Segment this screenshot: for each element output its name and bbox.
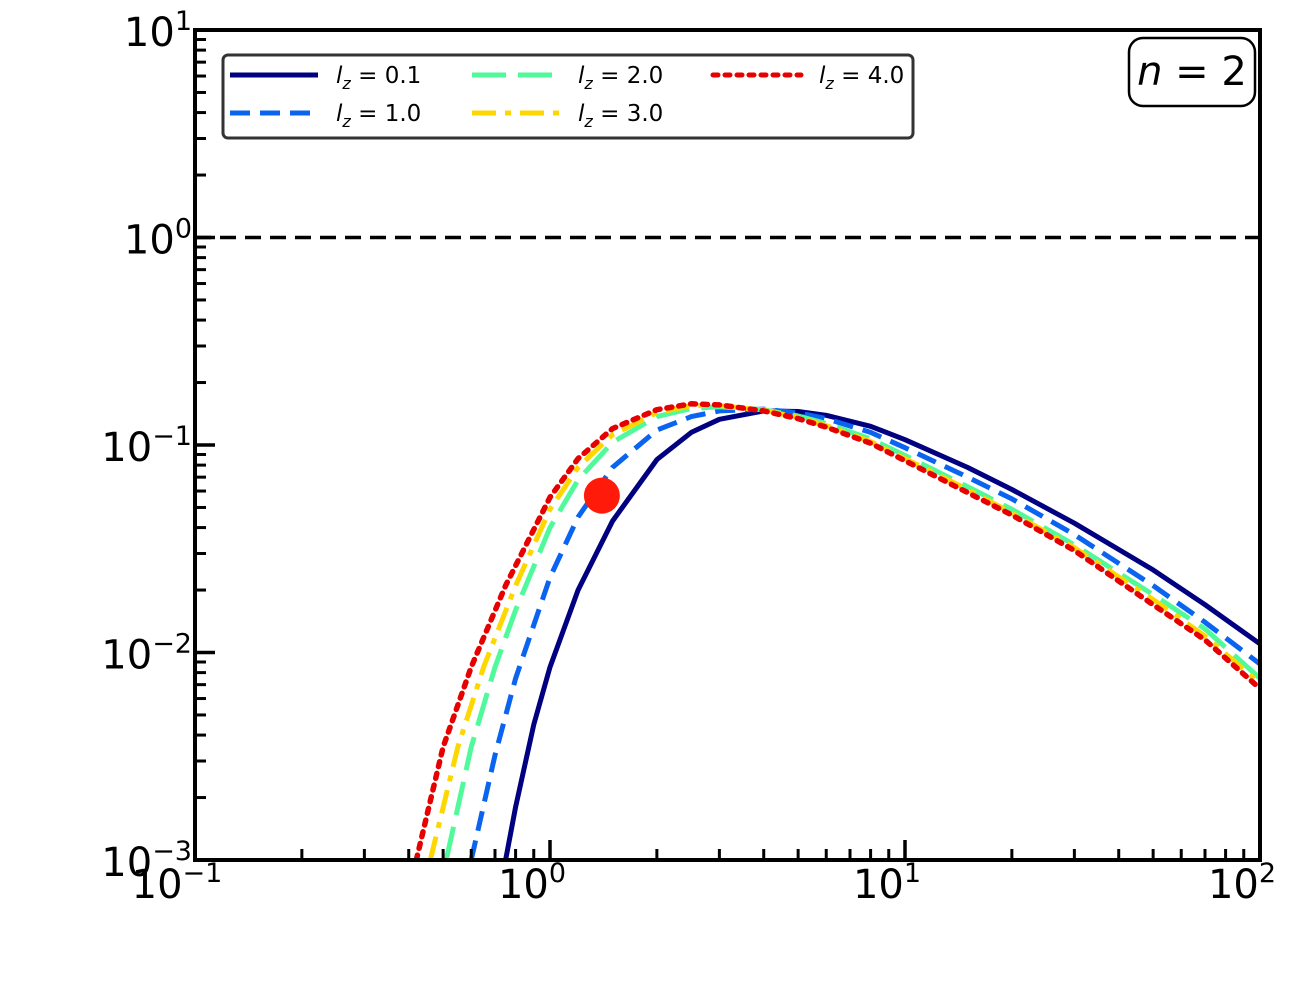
legend-label: lz = 2.0 [578,63,663,93]
legend-label: lz = 0.1 [336,63,421,93]
series-line-3 [443,404,1260,860]
legend: lz = 0.1 lz = 1.0 lz = 2.0 lz = 3.0 lz = 4.0 [221,53,915,140]
series-line-1 [503,408,1260,860]
panel-label: n = 2 [1127,36,1257,108]
x-tick-label: 100 [498,858,566,908]
panel-label-box [1127,36,1257,108]
panel-label-text: n = 2 [1137,49,1247,95]
y-tick-label: 10−1 [101,421,192,471]
series-group [413,401,1260,860]
series-line-4 [427,403,1260,860]
y-tick-label: 101 [124,6,192,56]
legend-label: lz = 1.0 [336,101,421,131]
x-tick-label: 102 [1208,858,1276,908]
x-tick-label: 101 [853,858,921,908]
x-tick-label: 10−1 [132,858,223,908]
series-line-5 [413,401,1260,860]
y-tick-label: 10−2 [101,629,192,679]
y-tick-label: 10−3 [101,836,192,886]
legend-label: lz = 4.0 [819,63,904,93]
plot-frame [193,28,1262,862]
axis-ticks [193,28,1262,862]
highlight-point [583,477,620,514]
series-line-2 [468,406,1260,860]
legend-box [221,53,915,140]
legend-label: lz = 3.0 [578,101,663,131]
y-tick-label: 100 [124,214,192,264]
